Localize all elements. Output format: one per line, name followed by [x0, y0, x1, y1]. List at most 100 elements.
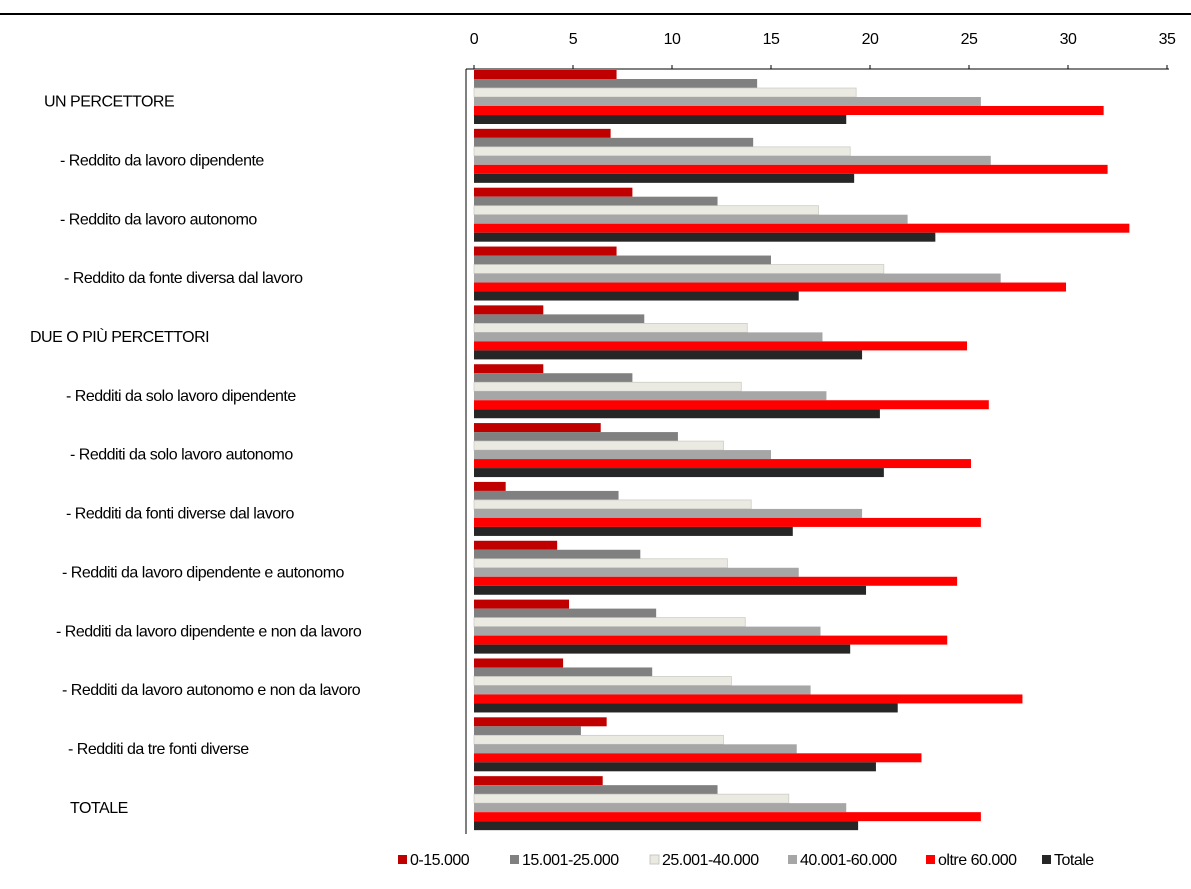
- bar: [474, 726, 581, 736]
- legend-swatch: [649, 854, 660, 865]
- bar: [474, 115, 847, 124]
- bar: [474, 232, 936, 242]
- bar: [474, 332, 823, 342]
- bar: [474, 567, 799, 577]
- legend-label: 15.001-25.000: [522, 852, 619, 869]
- bar: [473, 558, 728, 569]
- y-tick-label: - Redditi da tre fonti diverse: [68, 741, 249, 758]
- bar: [473, 499, 752, 510]
- legend-label: oltre 60.000: [938, 852, 1017, 869]
- bar: [474, 391, 827, 401]
- y-tick-label: - Redditi da fonti diverse dal lavoro: [66, 506, 294, 523]
- bar: [474, 635, 948, 645]
- bar: [474, 137, 754, 147]
- bar: [474, 644, 851, 654]
- bar: [474, 128, 611, 138]
- bar: [474, 450, 771, 460]
- bar: [474, 223, 1130, 233]
- bar: [474, 744, 797, 754]
- bar: [474, 717, 607, 727]
- bar: [474, 314, 645, 324]
- bar: [474, 155, 991, 165]
- bar: [473, 734, 724, 745]
- bar: [474, 626, 821, 636]
- y-tick-label: - Redditi da solo lavoro autonomo: [70, 447, 293, 464]
- bar: [474, 812, 981, 822]
- bar: [474, 526, 793, 536]
- bar: [474, 164, 1108, 174]
- bar: [474, 540, 558, 550]
- y-tick-label: - Reddito da lavoro autonomo: [60, 211, 257, 228]
- y-tick-label: - Redditi da solo lavoro dipendente: [66, 388, 296, 405]
- legend-swatch: [398, 855, 407, 864]
- bar: [474, 803, 847, 813]
- bar: [473, 676, 732, 686]
- bar: [474, 291, 799, 301]
- bar: [474, 490, 619, 500]
- x-tick-label: 35: [1159, 31, 1176, 48]
- bar: [474, 187, 633, 197]
- x-tick-label: 10: [664, 31, 681, 48]
- bar: [474, 821, 859, 831]
- x-tick-label: 25: [961, 31, 978, 48]
- bar: [474, 585, 867, 595]
- bar: [474, 508, 863, 518]
- bar: [474, 305, 544, 315]
- x-tick-label: 15: [763, 31, 780, 48]
- bar: [474, 350, 863, 360]
- bar: [474, 776, 603, 786]
- x-tick-label: 20: [862, 31, 879, 48]
- bar: [474, 364, 544, 374]
- bar: [474, 432, 678, 442]
- legend-swatch: [926, 855, 935, 864]
- bar: [474, 468, 884, 478]
- legend-label: 25.001-40.000: [662, 852, 759, 869]
- bar: [474, 70, 617, 79]
- bar: [473, 381, 742, 392]
- bar: [474, 246, 617, 256]
- x-tick-label: 30: [1060, 31, 1077, 48]
- bar: [473, 205, 819, 216]
- y-tick-label: - Reddito da fonte diversa dal lavoro: [64, 270, 303, 287]
- bar: [474, 341, 968, 351]
- legend-swatch: [510, 855, 519, 864]
- bar: [473, 146, 851, 157]
- y-tick-label: - Reddito da lavoro dipendente: [60, 152, 264, 169]
- bar: [474, 685, 811, 695]
- x-tick-label: 0: [470, 31, 479, 48]
- bar: [473, 793, 790, 804]
- legend-swatch: [788, 855, 797, 864]
- bar: [474, 517, 981, 527]
- bar: [474, 459, 971, 469]
- bar: [474, 694, 1023, 704]
- bar: [474, 703, 898, 713]
- bar: [474, 173, 855, 183]
- bar: [474, 481, 506, 491]
- bar: [474, 214, 908, 224]
- bar: [474, 423, 601, 433]
- bar: [473, 440, 724, 451]
- bar: [474, 79, 758, 88]
- bar: [474, 373, 633, 383]
- bar: [473, 87, 857, 98]
- legend-label: Totale: [1054, 852, 1094, 869]
- bar: [473, 323, 748, 333]
- bar: [474, 658, 564, 668]
- y-tick-label: - Redditi da lavoro autonomo e non da la…: [62, 682, 361, 699]
- x-tick-label: 5: [569, 31, 578, 48]
- bar: [474, 785, 718, 795]
- bar: [474, 409, 880, 419]
- bar: [474, 97, 981, 106]
- y-tick-label: DUE O PIÙ PERCETTORI: [30, 327, 209, 346]
- bar: [474, 576, 958, 586]
- legend-swatch: [1042, 855, 1051, 864]
- bar: [474, 273, 1001, 283]
- y-tick-label: TOTALE: [70, 800, 128, 817]
- bar: [474, 667, 653, 677]
- y-tick-label: - Redditi da lavoro dipendente e autonom…: [62, 564, 345, 581]
- bar: [473, 617, 746, 627]
- y-tick-label: UN PERCETTORE: [44, 94, 174, 111]
- bar: [474, 400, 989, 410]
- legend-label: 0-15.000: [410, 852, 470, 869]
